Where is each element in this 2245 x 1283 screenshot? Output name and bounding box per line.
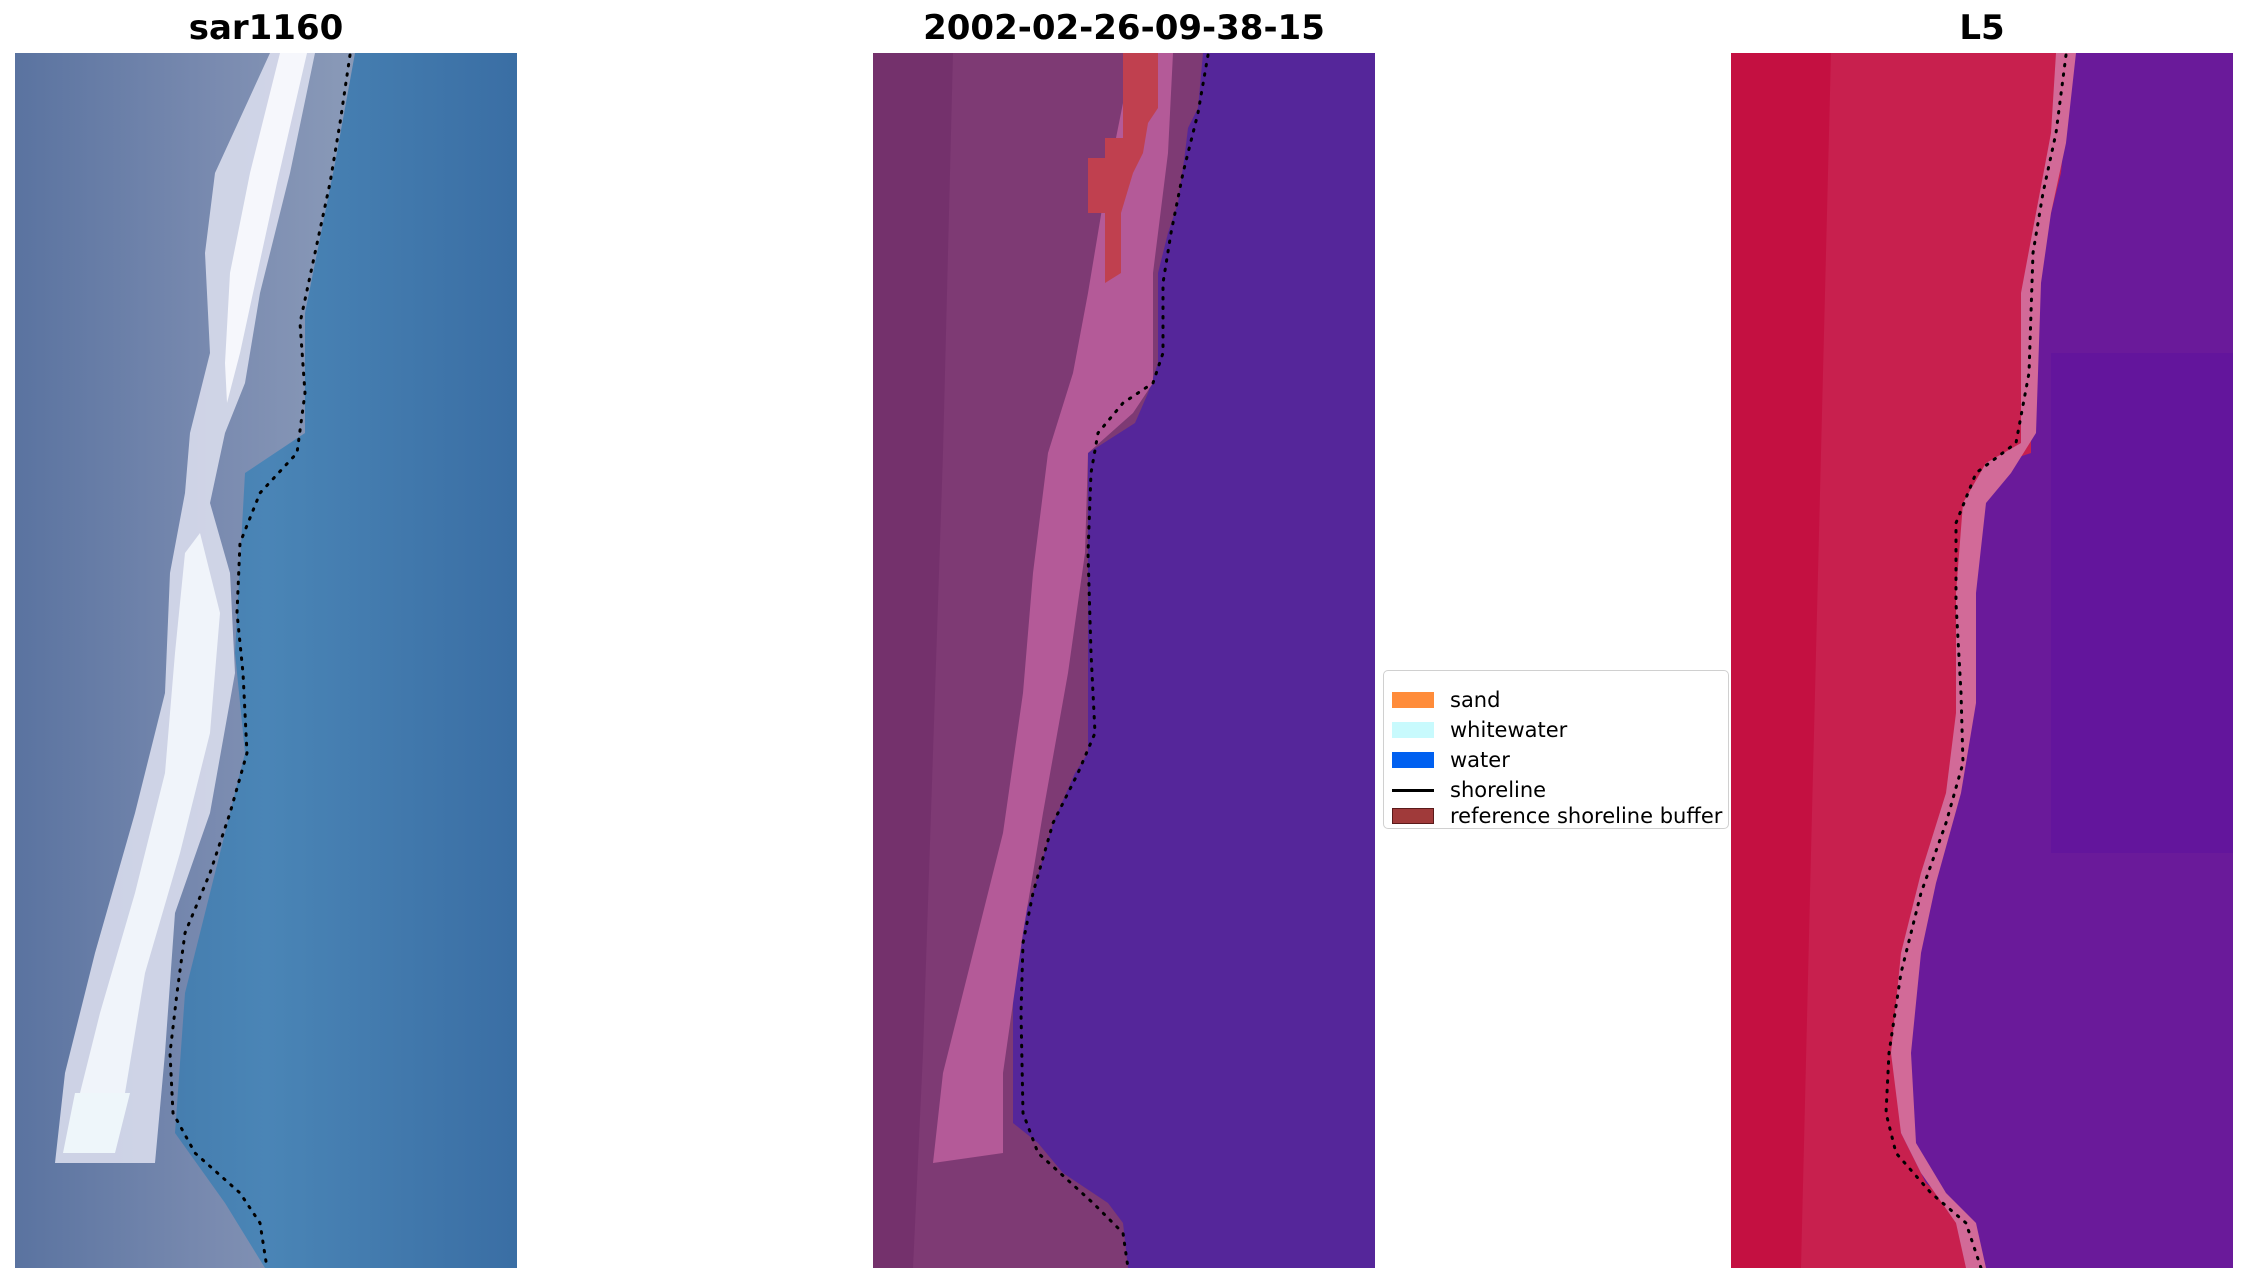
- panel-title-right: L5: [1959, 8, 2005, 48]
- legend-entry-buffer: reference shoreline buffer: [1392, 801, 1722, 831]
- satellite-rgb-image: [15, 53, 517, 1268]
- legend-label: shoreline: [1450, 778, 1547, 802]
- panel-title-middle: 2002-02-26-09-38-15: [923, 8, 1325, 48]
- shoreline-path: [1019, 53, 1210, 1268]
- panel-title-left: sar1160: [188, 8, 344, 48]
- shoreline-path: [1884, 53, 2068, 1268]
- water-swatch: [1392, 752, 1434, 768]
- legend-entry-water: water: [1392, 745, 1510, 775]
- legend-entry-shoreline: shoreline: [1392, 775, 1546, 805]
- legend: sand whitewater water shoreline referenc…: [1383, 670, 1729, 829]
- beach-band: [933, 53, 1173, 1163]
- legend-label: water: [1450, 748, 1510, 772]
- legend-label: reference shoreline buffer: [1450, 804, 1723, 828]
- index-image: [1731, 53, 2233, 1268]
- buffer-patch: [1088, 53, 1158, 283]
- legend-label: sand: [1450, 688, 1501, 712]
- shoreline-line-icon: [1392, 788, 1434, 792]
- whitewater-swatch: [1392, 722, 1434, 738]
- legend-label: whitewater: [1450, 718, 1568, 742]
- sand-swatch: [1392, 692, 1434, 708]
- legend-entry-whitewater: whitewater: [1392, 715, 1567, 745]
- classified-image: [873, 53, 1375, 1268]
- buffer-swatch: [1392, 808, 1434, 824]
- legend-entry-sand: sand: [1392, 685, 1500, 715]
- shoreline-path: [168, 53, 352, 1268]
